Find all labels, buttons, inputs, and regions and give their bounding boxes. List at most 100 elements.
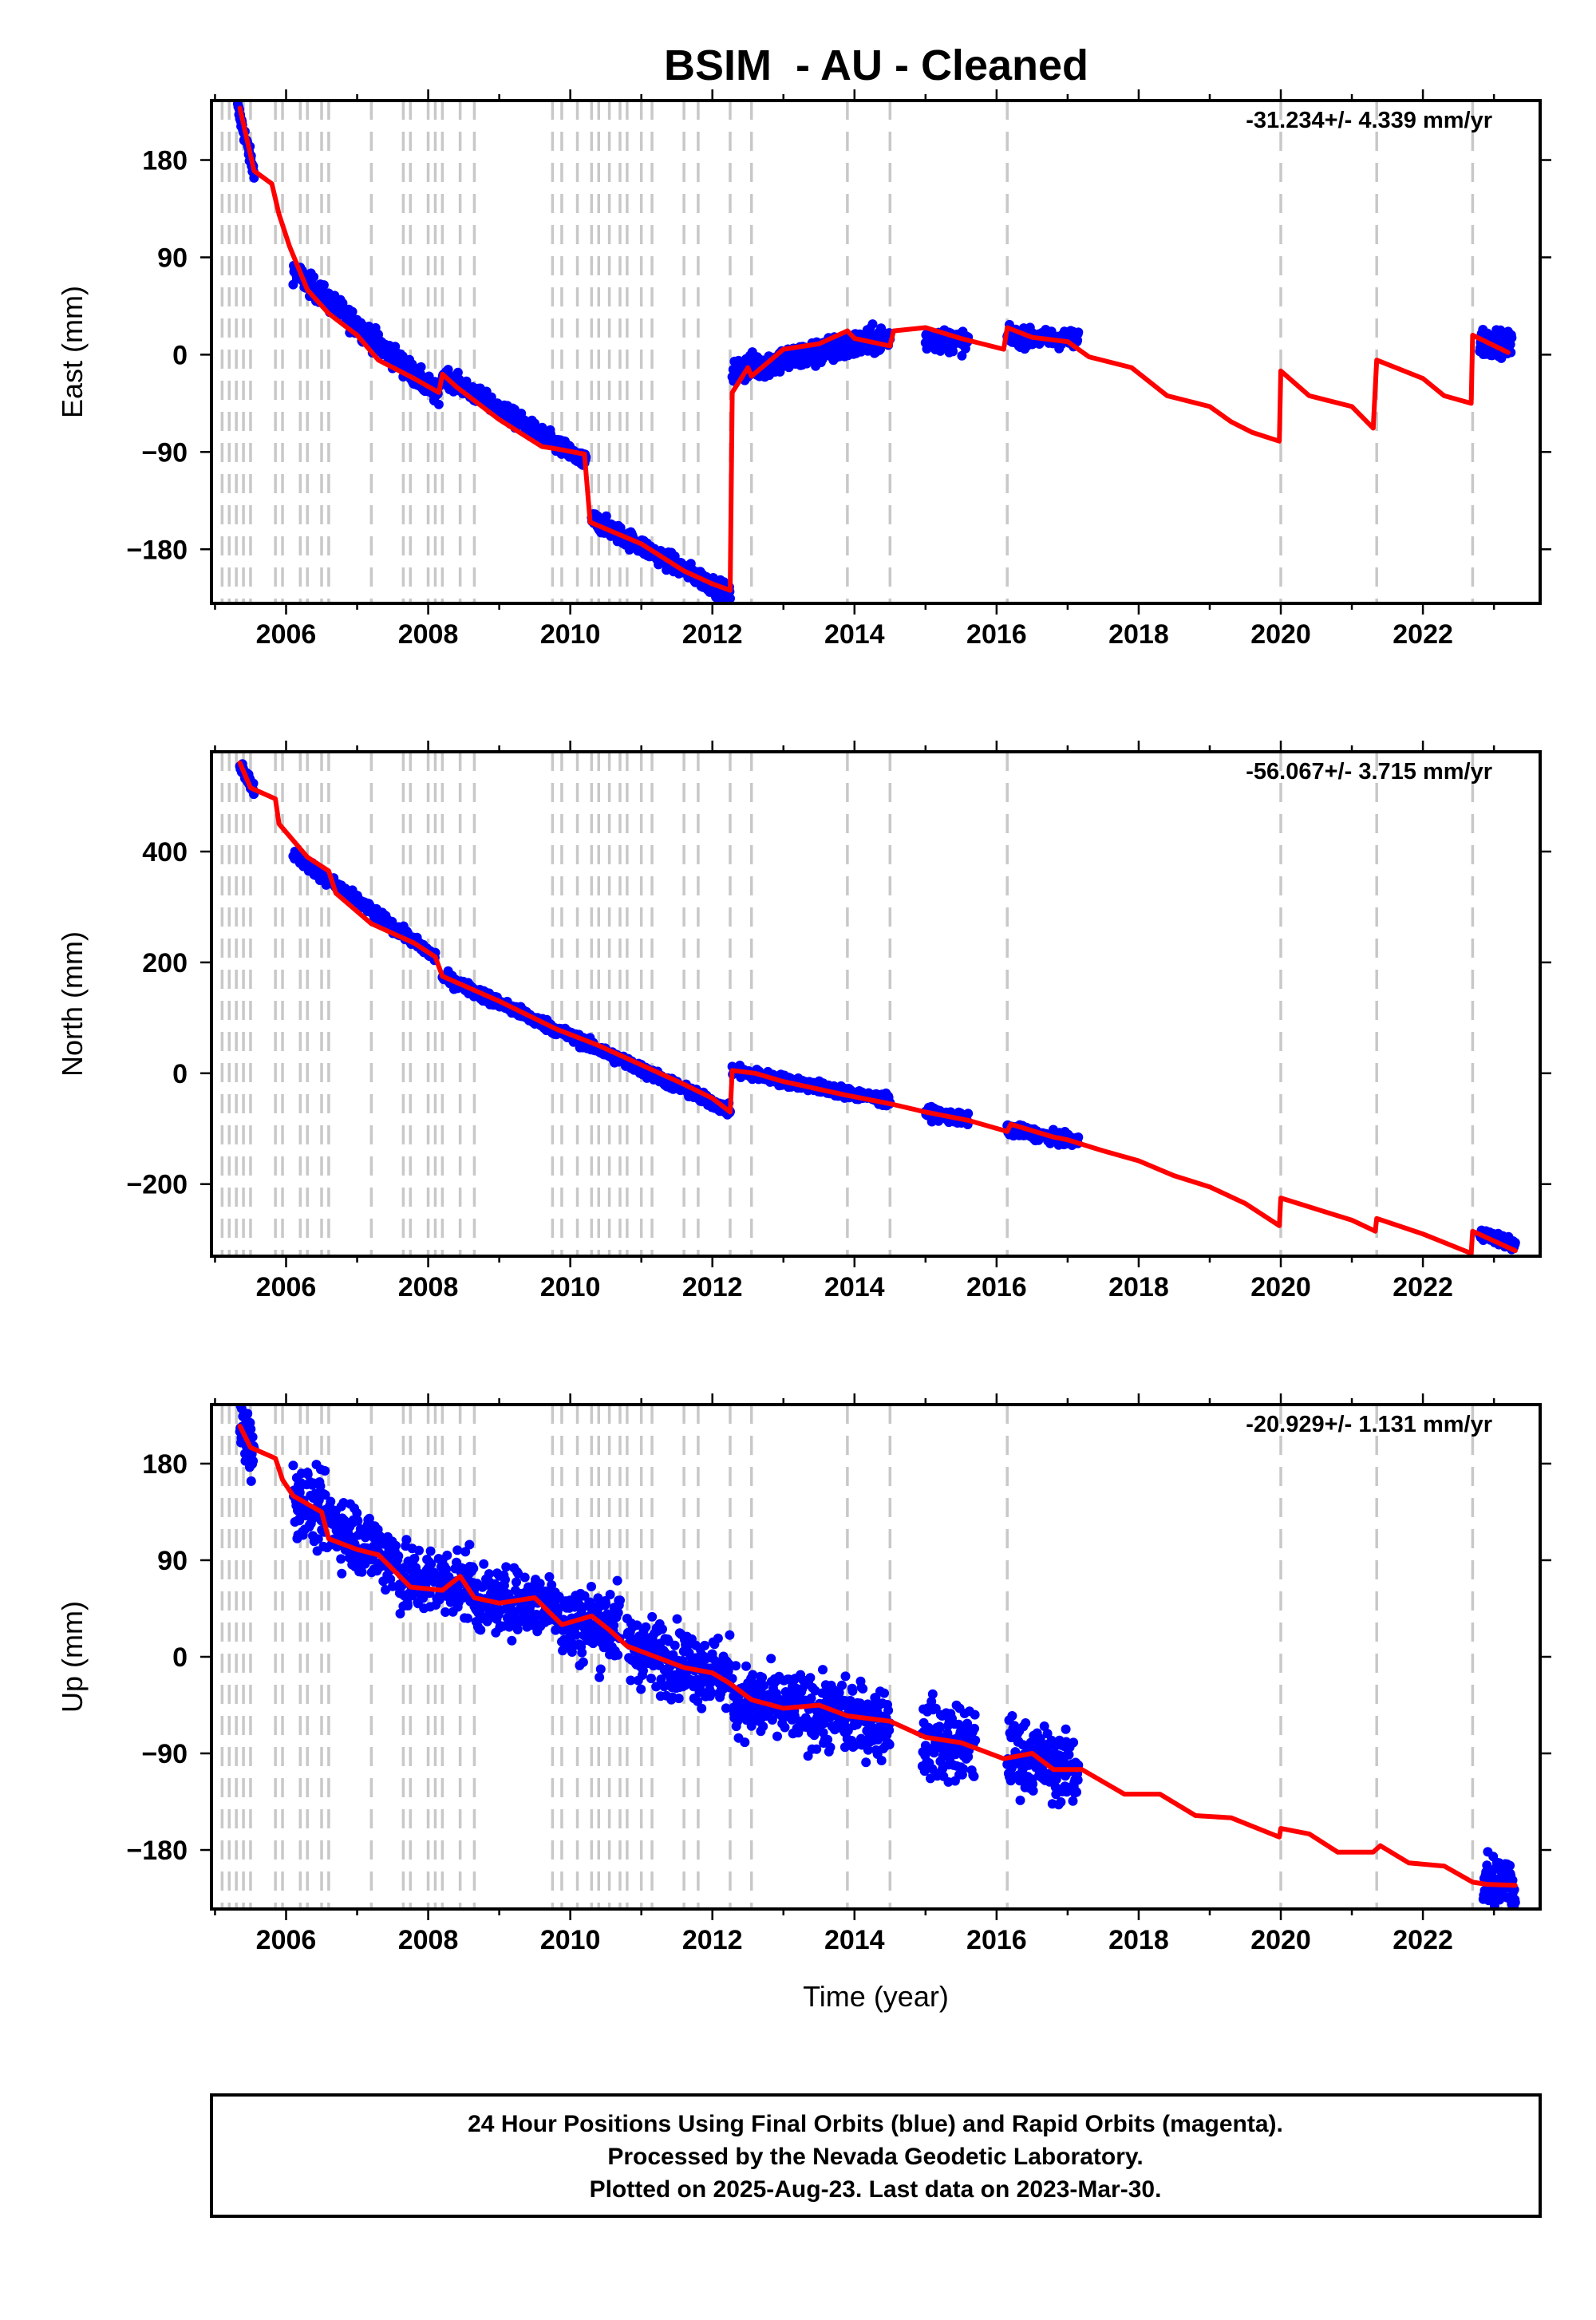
observation-point: [403, 1601, 413, 1611]
observation-point: [602, 512, 611, 521]
figure-title: BSIM - AU - Cleaned: [664, 41, 1088, 89]
observation-point: [601, 1599, 610, 1608]
observation-point: [757, 1673, 767, 1682]
observation-point: [1073, 327, 1083, 337]
x-tick-label: 2018: [1108, 1272, 1169, 1302]
observation-point: [579, 1658, 588, 1667]
observation-point: [326, 1497, 335, 1507]
observation-point: [858, 1684, 867, 1694]
observation-point: [636, 1685, 646, 1694]
observation-point: [577, 1648, 587, 1658]
observation-point: [247, 1476, 256, 1486]
y-tick-label: −90: [141, 437, 188, 468]
observation-point: [641, 1622, 650, 1632]
observation-point: [520, 1573, 530, 1583]
observation-point: [805, 1673, 815, 1682]
x-tick-label: 2006: [256, 619, 317, 650]
observation-point: [697, 1704, 706, 1713]
observation-point: [673, 1615, 682, 1624]
x-tick-label: 2020: [1250, 1272, 1311, 1302]
observation-point: [606, 1590, 615, 1599]
observation-point: [674, 1694, 684, 1703]
x-tick-label: 2018: [1108, 619, 1169, 650]
y-tick-label: 180: [142, 146, 188, 176]
velocity-label: -31.234+/- 4.339 mm/yr: [1246, 108, 1492, 133]
observation-point: [414, 1546, 424, 1555]
observation-point: [963, 1109, 973, 1118]
x-tick-label: 2012: [682, 619, 743, 650]
observation-point: [646, 1674, 656, 1683]
observation-point: [847, 1686, 857, 1696]
observation-point: [426, 1547, 436, 1556]
observation-point: [288, 1460, 298, 1470]
x-tick-label: 2016: [966, 1272, 1027, 1302]
x-tick-label: 2010: [540, 619, 601, 650]
observation-points: [233, 99, 1517, 607]
observation-point: [877, 1756, 887, 1765]
observation-point: [553, 1606, 563, 1615]
observation-point: [615, 1595, 625, 1605]
observation-point: [309, 272, 318, 282]
observation-point: [442, 1551, 452, 1560]
observation-point: [587, 1582, 596, 1591]
y-tick-label: 0: [172, 340, 188, 370]
observation-point: [243, 1409, 252, 1418]
observation-point: [758, 1721, 768, 1731]
x-tick-label: 2008: [398, 619, 459, 650]
observation-point: [868, 319, 878, 329]
observation-point: [463, 1614, 472, 1623]
velocity-label: -56.067+/- 3.715 mm/yr: [1246, 759, 1492, 785]
y-tick-label: −180: [126, 535, 188, 565]
model-line: [240, 763, 1515, 1254]
observation-point: [320, 1466, 330, 1476]
observation-point: [434, 400, 444, 409]
observation-point: [391, 1541, 401, 1551]
x-tick-label: 2012: [682, 1272, 743, 1302]
y-tick-label: 400: [142, 837, 188, 868]
observation-point: [336, 1554, 346, 1563]
observation-point: [725, 1630, 734, 1640]
observation-point: [417, 362, 426, 372]
observation-point: [409, 1554, 419, 1563]
observation-point: [1511, 1238, 1520, 1247]
observation-point: [670, 1641, 680, 1650]
observation-point: [479, 1559, 488, 1569]
plot-area: [222, 1401, 1519, 1917]
observation-point: [507, 1636, 516, 1646]
y-tick-label: 200: [142, 948, 188, 978]
y-axis-label: North (mm): [56, 931, 89, 1077]
observation-point: [500, 1575, 510, 1584]
plot-area: [222, 752, 1519, 1256]
observation-point: [319, 280, 329, 290]
observation-point: [741, 1662, 751, 1671]
observation-point: [647, 1612, 657, 1622]
observation-point: [1507, 333, 1516, 342]
east-panel: 2006 2008 2010 2012 2014 2016 2018 2020 2022 −180…: [56, 89, 1551, 650]
observation-point: [713, 1634, 723, 1643]
observation-point: [658, 1624, 667, 1634]
observation-point: [772, 1732, 782, 1741]
x-tick-label: 2022: [1393, 619, 1453, 650]
observation-point: [401, 1535, 411, 1544]
observation-point: [248, 1456, 258, 1466]
observation-point: [883, 1705, 893, 1715]
x-tick-label: 2016: [966, 619, 1027, 650]
observation-point: [337, 1569, 346, 1579]
x-tick-label: 2020: [1250, 619, 1311, 650]
x-tick-label: 2014: [824, 619, 885, 650]
y-axis-label: East (mm): [56, 286, 89, 418]
observation-point: [596, 1665, 606, 1674]
observation-point: [476, 1625, 485, 1634]
observation-point: [780, 1723, 790, 1733]
plot-area: [222, 99, 1516, 607]
observation-point: [837, 1681, 847, 1690]
observation-point: [512, 1577, 521, 1587]
observation-point: [879, 1689, 889, 1698]
observation-point: [613, 1650, 622, 1660]
observation-point: [452, 1545, 462, 1555]
observation-point: [731, 1661, 741, 1670]
x-tick-label: 2008: [398, 1272, 459, 1302]
observation-point: [544, 1572, 554, 1582]
y-tick-label: −200: [126, 1170, 188, 1200]
